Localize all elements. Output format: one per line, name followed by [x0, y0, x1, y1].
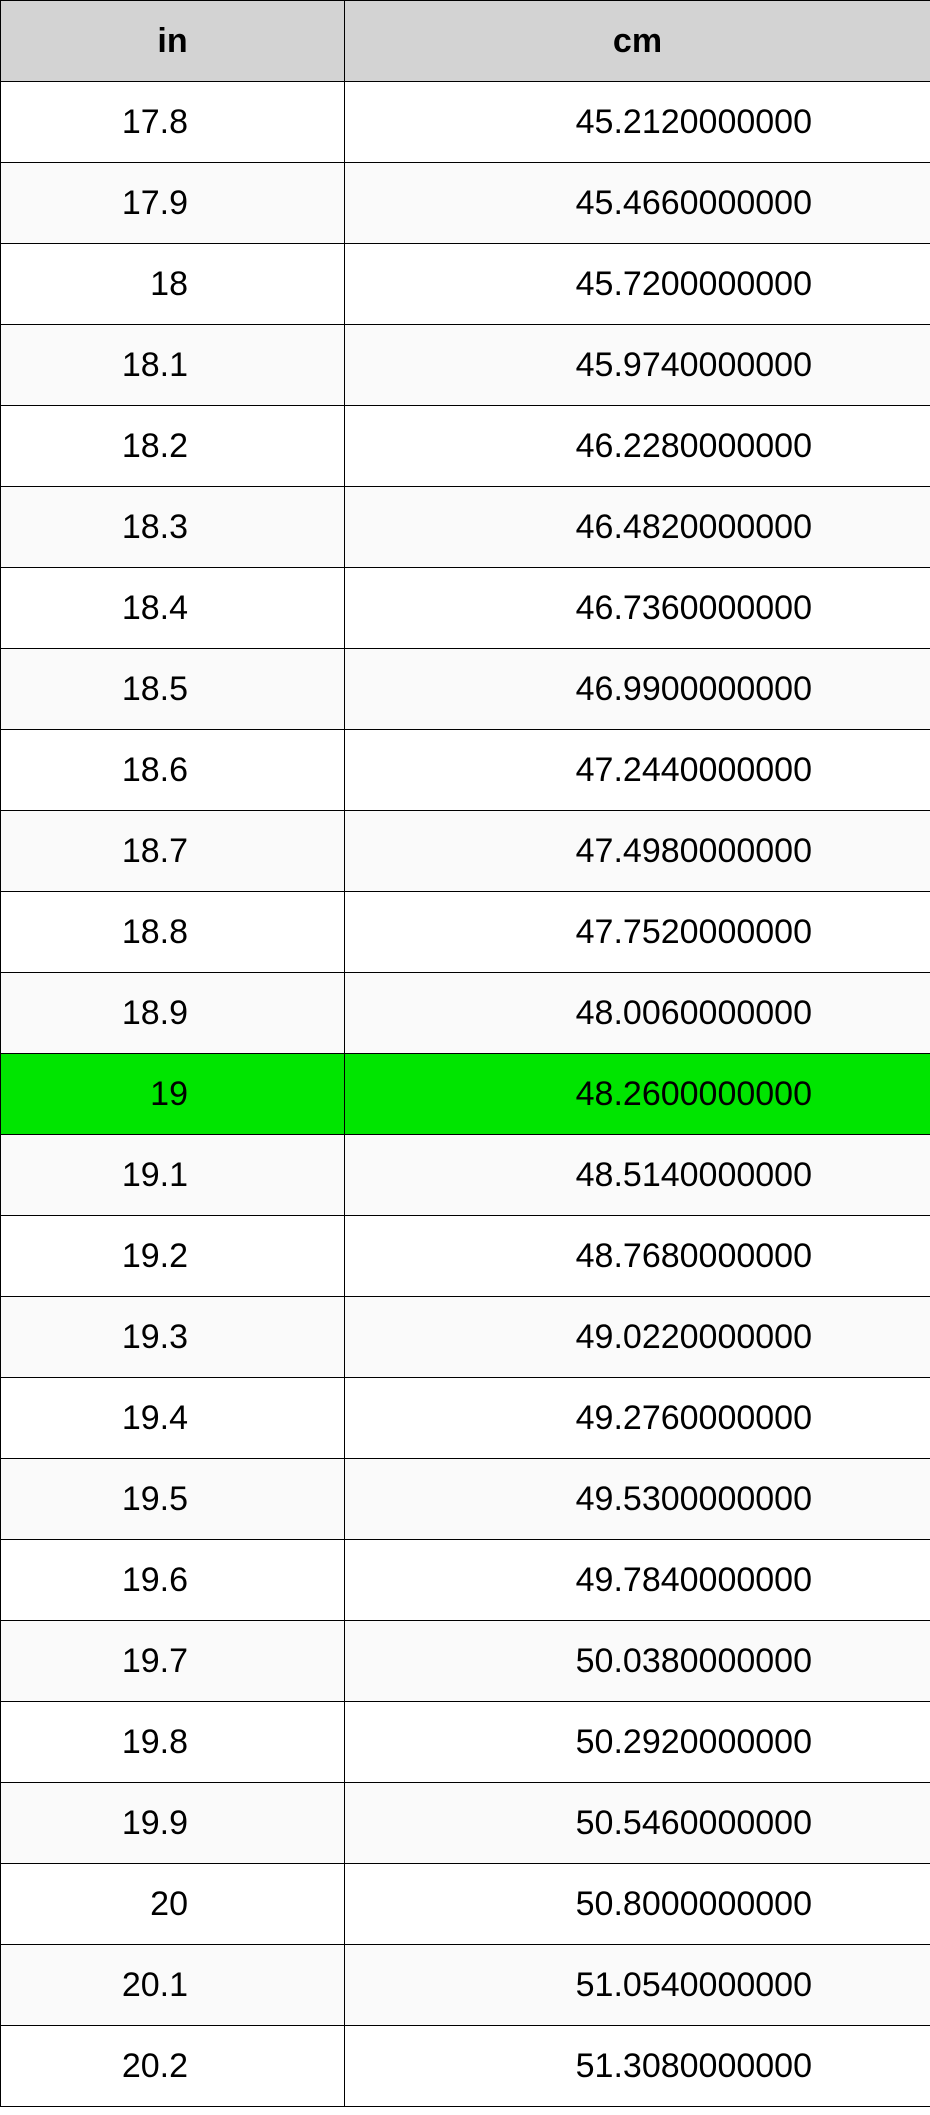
- cell-cm: 48.7680000000: [345, 1216, 930, 1297]
- cell-cm: 46.4820000000: [345, 487, 930, 568]
- table-body: 17.845.2120000000 17.945.4660000000 1845…: [1, 82, 930, 2107]
- cell-cm: 51.3080000000: [345, 2026, 930, 2107]
- cell-in: 19.8: [1, 1702, 345, 1783]
- table-row-highlight: 1948.2600000000: [1, 1054, 930, 1135]
- cell-in: 19.2: [1, 1216, 345, 1297]
- cell-in: 20.1: [1, 1945, 345, 2026]
- cell-cm: 49.5300000000: [345, 1459, 930, 1540]
- cell-in: 18.7: [1, 811, 345, 892]
- cell-cm: 45.4660000000: [345, 163, 930, 244]
- cell-cm: 50.8000000000: [345, 1864, 930, 1945]
- cell-in: 17.8: [1, 82, 345, 163]
- table-row: 20.151.0540000000: [1, 1945, 930, 2026]
- table-row: 1845.7200000000: [1, 244, 930, 325]
- conversion-table: in cm 17.845.2120000000 17.945.466000000…: [0, 0, 930, 2107]
- table-row: 19.850.2920000000: [1, 1702, 930, 1783]
- table-row: 18.948.0060000000: [1, 973, 930, 1054]
- cell-in: 19.9: [1, 1783, 345, 1864]
- table-row: 18.346.4820000000: [1, 487, 930, 568]
- cell-cm: 45.7200000000: [345, 244, 930, 325]
- cell-in: 18: [1, 244, 345, 325]
- cell-in: 18.8: [1, 892, 345, 973]
- table-header-row: in cm: [1, 1, 930, 82]
- cell-cm: 45.9740000000: [345, 325, 930, 406]
- table-row: 19.950.5460000000: [1, 1783, 930, 1864]
- cell-in: 19.1: [1, 1135, 345, 1216]
- cell-cm: 49.0220000000: [345, 1297, 930, 1378]
- cell-in: 18.4: [1, 568, 345, 649]
- table-row: 19.449.2760000000: [1, 1378, 930, 1459]
- cell-cm: 47.4980000000: [345, 811, 930, 892]
- table-row: 17.945.4660000000: [1, 163, 930, 244]
- col-header-in: in: [1, 1, 345, 82]
- table-row: 18.546.9900000000: [1, 649, 930, 730]
- cell-in: 20: [1, 1864, 345, 1945]
- table-row: 17.845.2120000000: [1, 82, 930, 163]
- cell-cm: 45.2120000000: [345, 82, 930, 163]
- cell-in: 19.3: [1, 1297, 345, 1378]
- cell-in: 19.6: [1, 1540, 345, 1621]
- cell-cm: 49.7840000000: [345, 1540, 930, 1621]
- cell-cm: 51.0540000000: [345, 1945, 930, 2026]
- cell-in: 19: [1, 1054, 345, 1135]
- table-row: 19.248.7680000000: [1, 1216, 930, 1297]
- table-row: 19.649.7840000000: [1, 1540, 930, 1621]
- cell-in: 18.6: [1, 730, 345, 811]
- cell-in: 18.2: [1, 406, 345, 487]
- table-row: 19.349.0220000000: [1, 1297, 930, 1378]
- table-row: 19.750.0380000000: [1, 1621, 930, 1702]
- cell-in: 18.3: [1, 487, 345, 568]
- cell-in: 19.4: [1, 1378, 345, 1459]
- cell-cm: 50.5460000000: [345, 1783, 930, 1864]
- cell-in: 20.2: [1, 2026, 345, 2107]
- cell-in: 17.9: [1, 163, 345, 244]
- cell-in: 19.5: [1, 1459, 345, 1540]
- table-row: 19.148.5140000000: [1, 1135, 930, 1216]
- table-row: 18.747.4980000000: [1, 811, 930, 892]
- table-row: 18.647.2440000000: [1, 730, 930, 811]
- cell-cm: 48.2600000000: [345, 1054, 930, 1135]
- cell-cm: 48.0060000000: [345, 973, 930, 1054]
- cell-cm: 46.9900000000: [345, 649, 930, 730]
- cell-in: 18.5: [1, 649, 345, 730]
- cell-cm: 50.0380000000: [345, 1621, 930, 1702]
- cell-cm: 46.7360000000: [345, 568, 930, 649]
- cell-in: 18.9: [1, 973, 345, 1054]
- table-row: 19.549.5300000000: [1, 1459, 930, 1540]
- table-row: 2050.8000000000: [1, 1864, 930, 1945]
- table-row: 18.246.2280000000: [1, 406, 930, 487]
- cell-cm: 48.5140000000: [345, 1135, 930, 1216]
- cell-cm: 50.2920000000: [345, 1702, 930, 1783]
- col-header-cm: cm: [345, 1, 930, 82]
- table-row: 20.251.3080000000: [1, 2026, 930, 2107]
- cell-cm: 46.2280000000: [345, 406, 930, 487]
- cell-cm: 47.7520000000: [345, 892, 930, 973]
- cell-in: 18.1: [1, 325, 345, 406]
- table-row: 18.145.9740000000: [1, 325, 930, 406]
- cell-cm: 49.2760000000: [345, 1378, 930, 1459]
- table-row: 18.446.7360000000: [1, 568, 930, 649]
- table-row: 18.847.7520000000: [1, 892, 930, 973]
- cell-cm: 47.2440000000: [345, 730, 930, 811]
- cell-in: 19.7: [1, 1621, 345, 1702]
